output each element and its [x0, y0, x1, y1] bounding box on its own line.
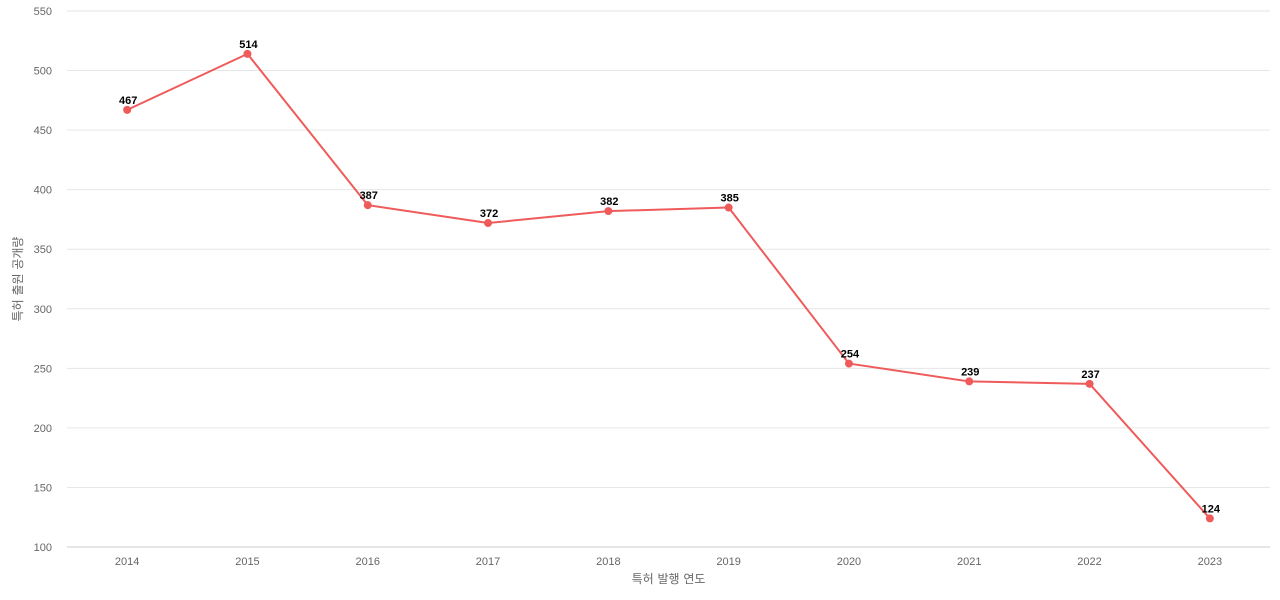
- data-label: 385: [720, 193, 738, 205]
- data-point[interactable]: [1085, 379, 1094, 388]
- data-point[interactable]: [123, 105, 132, 114]
- y-tick-label: 200: [34, 423, 52, 435]
- data-point[interactable]: [243, 49, 252, 58]
- data-point[interactable]: [484, 219, 493, 228]
- y-axis-ticks: 100 150 200 250 300 350 400 450 500 550: [34, 6, 52, 554]
- y-tick-label: 250: [34, 363, 52, 375]
- y-tick-label: 550: [34, 6, 52, 18]
- y-tick-label: 500: [34, 66, 52, 78]
- data-label: 467: [119, 95, 137, 107]
- y-axis-title: 특허 출원 공개량: [11, 237, 25, 322]
- x-tick-label: 2015: [235, 556, 259, 568]
- series-line: [126, 52, 1211, 520]
- x-tick-label: 2019: [716, 556, 740, 568]
- data-label: 124: [1202, 503, 1221, 515]
- data-label: 387: [360, 190, 378, 202]
- data-point[interactable]: [965, 377, 974, 386]
- x-tick-label: 2023: [1198, 556, 1222, 568]
- y-tick-label: 300: [34, 304, 52, 316]
- grid-lines: [67, 10, 1270, 548]
- x-axis-title: 특허 발행 연도: [632, 571, 706, 586]
- data-label: 514: [239, 39, 258, 51]
- x-tick-label: 2018: [596, 556, 620, 568]
- x-tick-label: 2020: [837, 556, 861, 568]
- data-label: 254: [841, 349, 860, 361]
- data-label: 372: [480, 208, 498, 220]
- series-group: 467 514 387 372 382 385 254 239 237 124: [119, 39, 1221, 523]
- y-tick-label: 150: [34, 482, 52, 494]
- x-tick-label: 2022: [1077, 556, 1101, 568]
- y-tick-label: 100: [34, 542, 52, 554]
- data-label: 237: [1081, 369, 1099, 381]
- x-axis-ticks: 2014 2015 2016 2017 2018 2019 2020 2021 2022 2023: [115, 556, 1222, 568]
- y-tick-label: 400: [34, 185, 52, 197]
- y-tick-label: 450: [34, 125, 52, 137]
- data-point[interactable]: [1205, 514, 1214, 523]
- data-label: 239: [961, 366, 979, 378]
- x-tick-label: 2016: [356, 556, 380, 568]
- data-point[interactable]: [844, 359, 853, 368]
- x-tick-label: 2017: [476, 556, 500, 568]
- data-label: 382: [600, 196, 618, 208]
- y-tick-label: 350: [34, 244, 52, 256]
- x-tick-label: 2014: [115, 556, 139, 568]
- data-point[interactable]: [724, 203, 733, 212]
- data-point[interactable]: [363, 201, 372, 210]
- x-tick-label: 2021: [957, 556, 981, 568]
- data-point[interactable]: [604, 207, 613, 216]
